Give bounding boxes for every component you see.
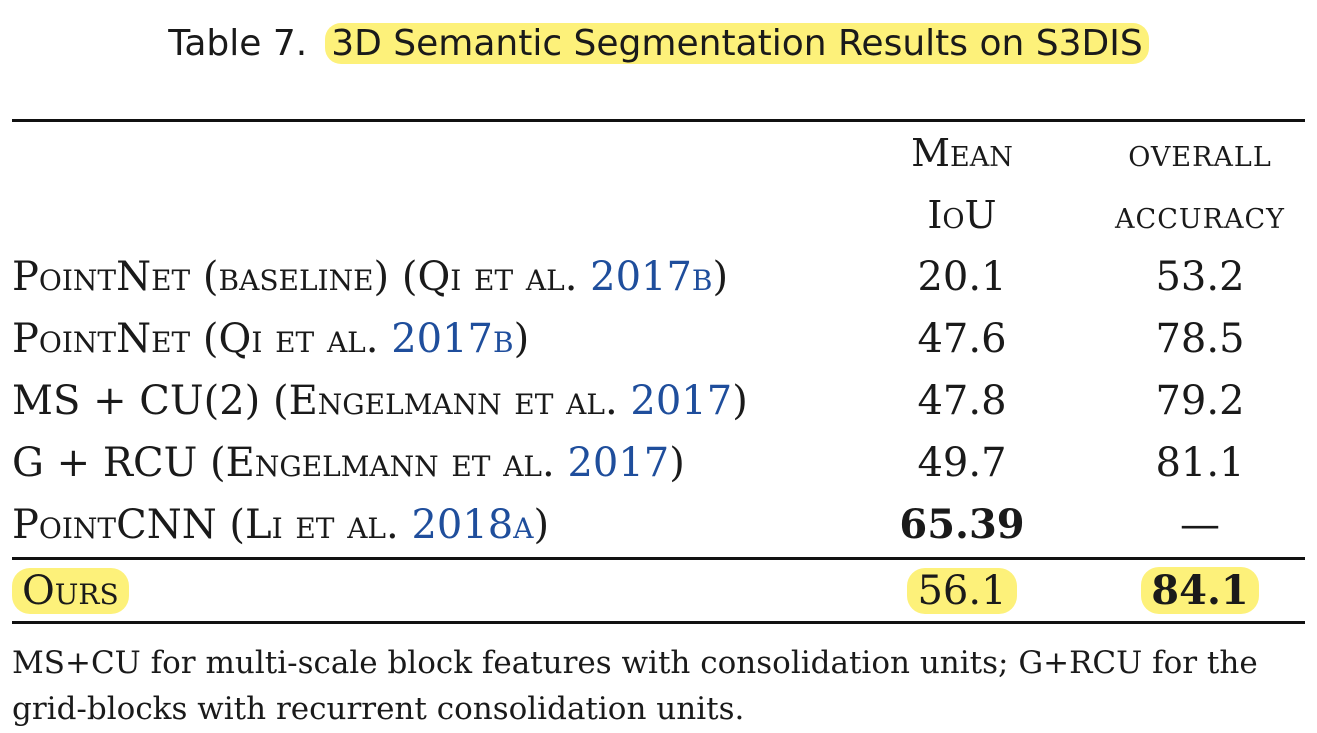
- citation-year: 2017: [567, 440, 670, 486]
- mean-iou-cell: 20.1: [917, 254, 1007, 300]
- table-row: PointNet (baseline) (Qi et al. 2017b) 20…: [12, 246, 1305, 308]
- ours-mean-iou-highlight: 56.1: [907, 568, 1017, 614]
- citation-link[interactable]: 2017b: [391, 316, 513, 362]
- table-row: G + RCU (Engelmann et al. 2017) 49.7 81.…: [12, 432, 1305, 494]
- citation-year: 2017: [590, 254, 692, 300]
- method-close: ): [732, 378, 748, 424]
- ours-mean-iou-cell: 56.1: [882, 560, 1042, 622]
- header-mean-iou-line2: IoU: [927, 193, 997, 237]
- method-cell: PointCNN (Li et al. 2018a): [12, 494, 549, 556]
- citation-year: 2017: [630, 378, 733, 424]
- method-name: G + RCU (Engelmann et al.: [12, 440, 568, 486]
- ours-overall-accuracy-cell: 84.1: [1125, 560, 1275, 622]
- method-close: ): [513, 316, 530, 362]
- table-row: MS + CU(2) (Engelmann et al. 2017) 47.8 …: [12, 370, 1305, 432]
- method-cell: PointNet (baseline) (Qi et al. 2017b): [12, 246, 728, 308]
- ours-row: Ours 56.1 84.1: [12, 560, 1305, 622]
- bottom-rule: [12, 621, 1305, 624]
- overall-accuracy-cell: 79.2: [1155, 378, 1245, 424]
- mean-iou-cell: 47.8: [917, 378, 1007, 424]
- method-cell: G + RCU (Engelmann et al. 2017): [12, 432, 685, 494]
- mean-iou-cell: 47.6: [917, 316, 1007, 362]
- table-label: Table 7.: [168, 23, 308, 64]
- method-close: ): [712, 254, 729, 300]
- method-name: MS + CU(2) (Engelmann et al.: [12, 378, 631, 424]
- overall-accuracy-cell: 78.5: [1155, 316, 1245, 362]
- table-footnote: MS+CU for multi-scale block features wit…: [12, 645, 1258, 727]
- table-row: PointCNN (Li et al. 2018a) 65.39 —: [12, 494, 1305, 556]
- overall-accuracy-cell: —: [1180, 502, 1220, 548]
- citation-suffix: b: [691, 254, 713, 300]
- citation-year: 2017: [391, 316, 493, 362]
- header-overall-accuracy-line1: overall: [1128, 131, 1272, 175]
- overall-accuracy-cell: 81.1: [1155, 440, 1245, 486]
- citation-link[interactable]: 2017: [630, 378, 732, 424]
- method-close: ): [533, 502, 550, 548]
- mean-iou-cell-best: 65.39: [899, 501, 1025, 548]
- ours-overall-accuracy-highlight: 84.1: [1141, 567, 1259, 614]
- citation-suffix: a: [513, 502, 534, 548]
- citation-suffix: b: [492, 316, 514, 362]
- header-overall-accuracy: overall accuracy: [1090, 122, 1310, 246]
- citation-link[interactable]: 2017: [567, 440, 669, 486]
- table-caption: Table 7. 3D Semantic Segmentation Results…: [0, 18, 1317, 70]
- citation-year: 2018: [411, 502, 514, 548]
- header-overall-accuracy-line2: accuracy: [1115, 193, 1285, 237]
- table-title: 3D Semantic Segmentation Results on S3DI…: [325, 23, 1149, 64]
- method-close: ): [669, 440, 685, 486]
- overall-accuracy-cell: 53.2: [1155, 254, 1245, 300]
- top-rule: [12, 119, 1305, 122]
- method-cell: PointNet (Qi et al. 2017b): [12, 308, 529, 370]
- citation-link[interactable]: 2017b: [590, 254, 712, 300]
- mean-iou-cell: 49.7: [917, 440, 1007, 486]
- header-mean-iou-line1: Mean: [911, 131, 1013, 175]
- method-name: PointNet (baseline) (Qi et al.: [12, 254, 591, 300]
- method-name: PointCNN (Li et al.: [12, 502, 412, 548]
- mid-rule: [12, 557, 1305, 560]
- citation-link[interactable]: 2018a: [411, 502, 533, 548]
- ours-method-cell: Ours: [12, 560, 129, 622]
- header-mean-iou: Mean IoU: [882, 122, 1042, 246]
- ours-method-highlight: Ours: [12, 568, 129, 614]
- method-name: PointNet (Qi et al.: [12, 316, 392, 362]
- method-cell: MS + CU(2) (Engelmann et al. 2017): [12, 370, 748, 432]
- table-row: PointNet (Qi et al. 2017b) 47.6 78.5: [12, 308, 1305, 370]
